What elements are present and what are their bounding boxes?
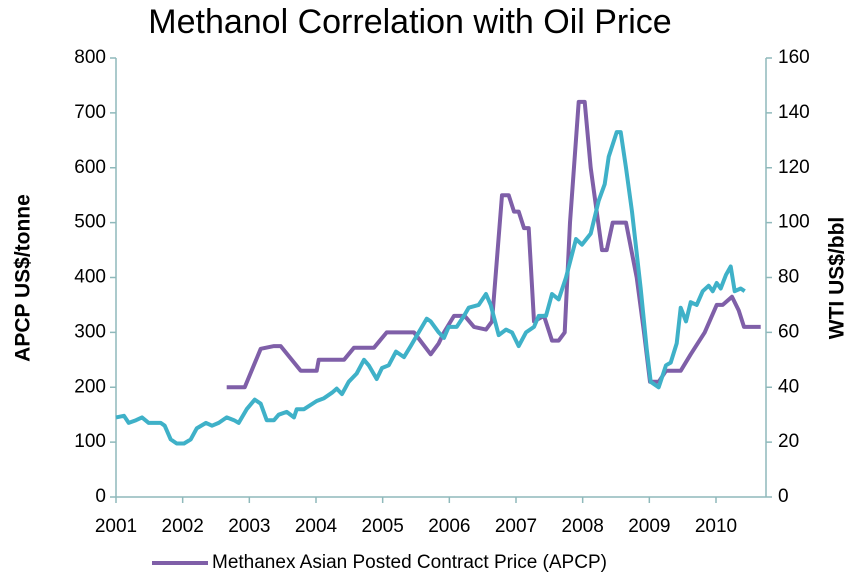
- y-tick-label: 300: [74, 321, 106, 342]
- x-tick-label: 2001: [95, 516, 137, 537]
- legend-label: Methanex Asian Posted Contract Price (AP…: [212, 552, 607, 573]
- y2-tick-label: 40: [778, 376, 799, 397]
- x-tick-label: 2009: [628, 516, 670, 537]
- x-tick-label: 2005: [362, 516, 404, 537]
- y2-tick-label: 0: [778, 486, 789, 507]
- y2-tick-label: 140: [778, 102, 810, 123]
- y-tick-label: 600: [74, 157, 106, 178]
- x-tick-label: 2004: [295, 516, 338, 537]
- y-tick-label: 500: [74, 212, 106, 233]
- chart-title: Methanol Correlation with Oil Price: [148, 3, 671, 41]
- y2-axis-label: WTI US$/bbl: [826, 217, 849, 340]
- series-line: [226, 99, 761, 390]
- x-tick-label: 2007: [495, 516, 537, 537]
- x-tick-label: 2010: [695, 516, 737, 537]
- y2-tick-label: 100: [778, 212, 810, 233]
- y2-tick-label: 160: [778, 47, 810, 68]
- y2-tick-label: 20: [778, 431, 799, 452]
- y-axis-label: APCP US$/tonne: [12, 194, 35, 362]
- y2-tick-label: 80: [778, 267, 799, 288]
- y-tick-label: 400: [74, 267, 106, 288]
- y2-tick-label: 60: [778, 321, 799, 342]
- x-tick-label: 2002: [162, 516, 204, 537]
- series-line: [115, 130, 746, 446]
- x-tick-label: 2008: [562, 516, 604, 537]
- y2-tick-label: 120: [778, 157, 810, 178]
- y-tick-label: 0: [95, 486, 106, 507]
- y-tick-label: 200: [74, 376, 106, 397]
- x-tick-label: 2006: [428, 516, 470, 537]
- y-tick-label: 100: [74, 431, 106, 452]
- y-tick-label: 700: [74, 102, 106, 123]
- x-tick-label: 2003: [228, 516, 270, 537]
- y-tick-label: 800: [74, 47, 106, 68]
